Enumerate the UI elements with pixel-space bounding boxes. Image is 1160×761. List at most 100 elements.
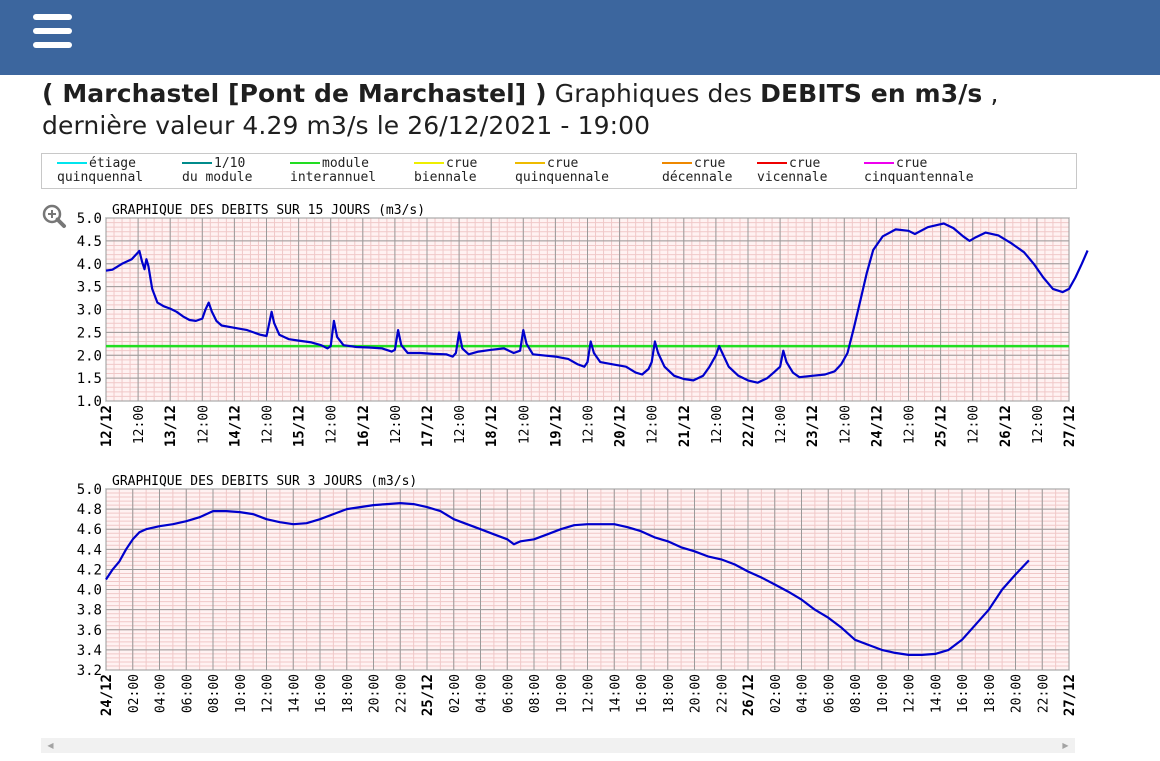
x-tick-label: 06:00 — [822, 674, 837, 713]
x-tick-label: 20:00 — [689, 674, 704, 713]
x-tick-label: 26/12 — [998, 405, 1014, 447]
legend-label: 1/10 — [214, 156, 246, 171]
x-tick-label: 12:00 — [903, 674, 918, 713]
chart-15-days: 1.0 1.5 2.0 2.5 3.0 3.5 4.0 4.5 5.0 12/12 12:00 13/… — [77, 203, 1089, 447]
legend-label: étiage — [89, 156, 136, 171]
x-tick-label: 20/12 — [613, 405, 629, 447]
legend-swatch — [757, 161, 787, 164]
legend-swatch — [515, 161, 545, 164]
horizontal-scrollbar[interactable]: ◀ ▶ — [41, 738, 1075, 753]
x-tick-label: 12:00 — [838, 405, 853, 444]
title-prefix: Graphiques des — [546, 79, 761, 108]
x-tick-label: 16:00 — [635, 674, 650, 713]
legend-item: module interannuel — [290, 157, 376, 185]
x-tick-label: 18:00 — [983, 674, 998, 713]
x-tick-label: 22:00 — [715, 674, 730, 713]
x-tick-label: 25/12 — [934, 405, 950, 447]
legend-label: crue — [547, 156, 579, 171]
legend-sublabel: du module — [182, 170, 253, 185]
x-tick-label: 23/12 — [805, 405, 821, 447]
title-suffix: , — [982, 79, 999, 108]
legend-label: crue — [694, 156, 726, 171]
hamburger-menu-icon[interactable] — [33, 14, 73, 48]
x-tick-label: 12:00 — [582, 674, 597, 713]
legend-sublabel: quinquennale — [515, 170, 609, 185]
legend-item: 1/10 du module — [182, 157, 252, 185]
y-tick-label: 3.6 — [77, 623, 102, 639]
x-tick-label: 22:00 — [1036, 674, 1051, 713]
x-tick-label: 18/12 — [484, 405, 500, 447]
x-tick-label: 10:00 — [555, 674, 570, 713]
chart-title: GRAPHIQUE DES DEBITS SUR 15 JOURS (m3/s) — [112, 203, 425, 218]
y-tick-label: 5.0 — [77, 211, 102, 227]
zoom-in-icon[interactable] — [41, 203, 67, 229]
x-tick-label: 12:00 — [710, 405, 725, 444]
x-tick-label: 14:00 — [287, 674, 302, 713]
y-tick-label: 3.4 — [77, 643, 102, 659]
x-tick-label: 04:00 — [154, 674, 169, 713]
x-tick-label: 12:00 — [967, 405, 982, 444]
x-tick-label: 06:00 — [180, 674, 195, 713]
x-tick-label: 24/12 — [869, 405, 885, 447]
x-tick-label: 06:00 — [501, 674, 516, 713]
x-tick-label: 12:00 — [1031, 405, 1046, 444]
legend-label: crue — [446, 156, 478, 171]
legend-item: crue cinquantennale — [864, 157, 974, 185]
legend-swatch — [864, 161, 894, 164]
x-tick-label: 12:00 — [774, 405, 789, 444]
x-tick-label: 08:00 — [528, 674, 543, 713]
y-tick-label: 3.5 — [77, 280, 102, 296]
x-tick-label: 10:00 — [876, 674, 891, 713]
x-tick-label: 21/12 — [677, 405, 693, 447]
threshold-legend: étiage quinquennal 1/10 du module module inte… — [41, 153, 1077, 189]
x-tick-label: 16:00 — [314, 674, 329, 713]
measure-label: DEBITS en m3/s — [760, 79, 983, 108]
x-tick-label: 12:00 — [389, 405, 404, 444]
x-tick-label: 12:00 — [903, 405, 918, 444]
x-tick-label: 19/12 — [548, 405, 564, 447]
y-tick-label: 3.0 — [77, 303, 102, 319]
x-tick-label: 22/12 — [741, 405, 757, 447]
scroll-right-icon[interactable]: ▶ — [1062, 741, 1069, 750]
x-tick-label: 08:00 — [849, 674, 864, 713]
x-tick-label: 12:00 — [261, 405, 276, 444]
y-tick-label: 4.0 — [77, 257, 102, 273]
flow-series-line — [105, 502, 1030, 656]
legend-sublabel: biennale — [414, 170, 477, 185]
x-tick-label: 14/12 — [227, 405, 243, 447]
legend-swatch — [662, 161, 692, 164]
legend-sublabel: interannuel — [290, 170, 377, 185]
y-tick-label: 4.6 — [77, 522, 102, 538]
y-tick-label: 4.5 — [77, 234, 102, 250]
x-tick-label: 12:00 — [132, 405, 147, 444]
legend-item: étiage quinquennal — [57, 157, 143, 185]
station-name: ( Marchastel [Pont de Marchastel] ) — [42, 79, 547, 108]
x-tick-label: 15/12 — [292, 405, 308, 447]
x-tick-label: 27/12 — [1062, 405, 1078, 447]
page-title: ( Marchastel [Pont de Marchastel] ) Grap… — [42, 78, 1142, 142]
x-tick-label: 20:00 — [368, 674, 383, 713]
y-tick-label: 4.2 — [77, 562, 102, 578]
scroll-left-icon[interactable]: ◀ — [47, 741, 54, 750]
chart-title: GRAPHIQUE DES DEBITS SUR 3 JOURS (m3/s) — [112, 474, 417, 489]
x-tick-label: 08:00 — [207, 674, 222, 713]
legend-sublabel: décennale — [662, 170, 733, 185]
top-navigation-bar — [0, 0, 1160, 75]
y-tick-label: 4.8 — [77, 502, 102, 518]
legend-swatch — [414, 161, 444, 164]
legend-item: crue biennale — [414, 157, 477, 185]
x-tick-label: 02:00 — [448, 674, 463, 713]
legend-sublabel: cinquantennale — [864, 170, 974, 185]
y-tick-label: 1.0 — [77, 394, 102, 410]
y-tick-label: 1.5 — [77, 371, 102, 387]
x-tick-label: 02:00 — [127, 674, 142, 713]
x-tick-label: 18:00 — [662, 674, 677, 713]
legend-swatch — [290, 161, 320, 164]
legend-label: crue — [789, 156, 821, 171]
x-tick-label: 24/12 — [99, 674, 115, 716]
legend-swatch — [182, 161, 212, 164]
x-tick-label: 02:00 — [769, 674, 784, 713]
x-tick-label: 12:00 — [517, 405, 532, 444]
x-tick-label: 14:00 — [608, 674, 623, 713]
y-tick-label: 4.0 — [77, 583, 102, 599]
